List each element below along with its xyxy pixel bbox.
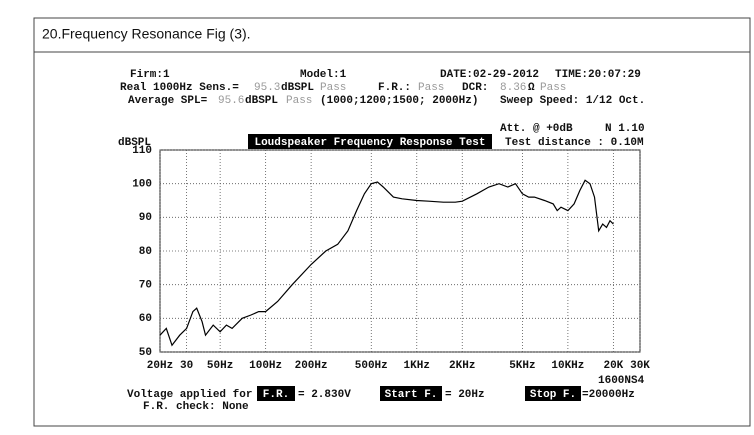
x-tick-label: 500Hz	[355, 360, 388, 372]
x-tick-label: 10KHz	[551, 360, 584, 372]
y-tick-label: 100	[132, 179, 152, 191]
voltage-key: F.R.	[263, 389, 289, 401]
model-code: 1600NS4	[598, 375, 645, 387]
dcr-pass: Pass	[540, 82, 566, 94]
x-tick-label: 200Hz	[295, 360, 328, 372]
sens-pass: Pass	[320, 82, 346, 94]
model: Model:1	[300, 69, 347, 81]
y-tick-label: 70	[139, 280, 152, 292]
dcr-value: 8.36	[500, 82, 526, 94]
dcr-label: DCR:	[462, 82, 488, 94]
avg-value: 95.6	[218, 95, 244, 107]
key-box	[525, 386, 581, 401]
stop-value: =20000Hz	[582, 389, 635, 401]
firm: Firm:1	[130, 69, 170, 81]
avg-freqs: (1000;1200;1500; 2000Hz)	[320, 95, 478, 107]
voltage-value: = 2.830V	[298, 389, 351, 401]
dcr-unit: Ω	[528, 82, 535, 94]
x-tick-label: 5KHz	[509, 360, 535, 372]
sweep: Sweep Speed: 1/12 Oct.	[500, 95, 645, 107]
x-tick-label: 30K	[630, 360, 650, 372]
sens-value: 95.3	[254, 82, 280, 94]
sens-unit: dBSPL	[281, 82, 314, 94]
x-tick-label: 20K	[603, 360, 623, 372]
x-tick-label: 100Hz	[249, 360, 282, 372]
distance: Test distance : 0.10M	[505, 137, 644, 149]
y-label: dBSPL	[118, 137, 151, 149]
date: DATE:02-29-2012	[440, 69, 539, 81]
y-tick-label: 60	[139, 313, 152, 325]
frame	[33, 17, 751, 427]
chart-title: Loudspeaker Frequency Response Test	[254, 137, 485, 149]
att: Att. @ +0dB	[500, 123, 573, 135]
start-key: Start F.	[385, 389, 438, 401]
title-box	[248, 134, 492, 149]
stop-key: Stop F.	[530, 389, 576, 401]
version: N 1.10	[605, 123, 645, 135]
response-line	[159, 179, 614, 347]
avg-unit: dBSPL	[245, 95, 278, 107]
check: F.R. check: None	[143, 401, 249, 413]
time: TIME:20:07:29	[555, 69, 641, 81]
heading: 20.Frequency Resonance Fig (3).	[42, 26, 251, 42]
x-tick-label: 30	[180, 360, 193, 372]
real: Real 1000Hz Sens.=	[120, 82, 239, 94]
avg-pass: Pass	[286, 95, 312, 107]
x-tick-label: 1KHz	[404, 360, 430, 372]
key-box	[380, 386, 442, 401]
x-tick-label: 20Hz	[147, 360, 173, 372]
key-box	[257, 386, 295, 401]
avg-label: Average SPL=	[128, 95, 208, 107]
y-tick-label: 90	[139, 212, 152, 224]
fr-pass: Pass	[418, 82, 444, 94]
y-tick-label: 50	[139, 347, 152, 359]
x-tick-label: 2KHz	[449, 360, 475, 372]
x-tick-label: 50Hz	[207, 360, 233, 372]
fr-label: F.R.:	[378, 82, 411, 94]
y-tick-label: 80	[139, 246, 152, 258]
start-value: = 20Hz	[445, 389, 485, 401]
voltage-label: Voltage applied for	[127, 389, 252, 401]
y-tick-label: 110	[132, 145, 152, 157]
